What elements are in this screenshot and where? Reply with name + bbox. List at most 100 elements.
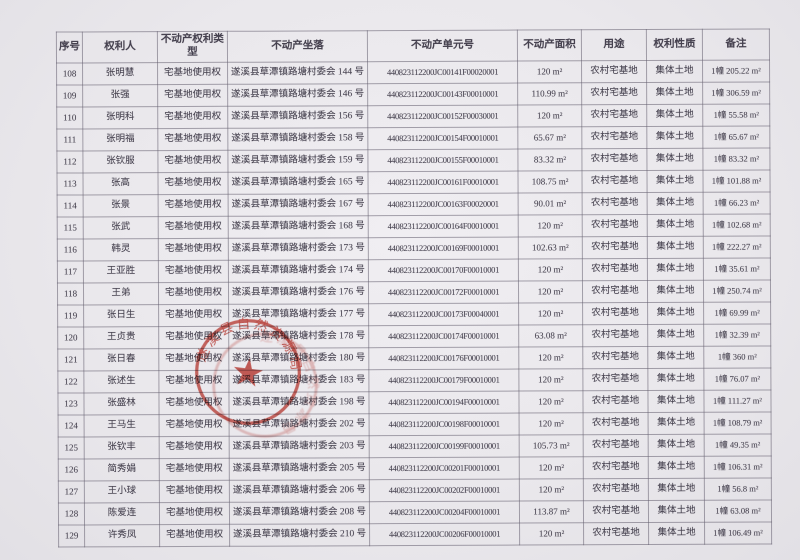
cell-unit_no: 440823112200JC00152F00030001 (367, 105, 518, 128)
cell-right_type: 宅基地使用权 (159, 436, 230, 459)
cell-right_nature: 集体土地 (647, 236, 704, 259)
table-row: 115 张武 宅基地使用权 遂溪县草潭镇路塘村委会 168 号 440823112200… (57, 213, 771, 240)
cell-usage: 农村宅基地 (582, 368, 648, 391)
cell-remark: 1幢 35.61 m² (703, 257, 771, 281)
cell-remark: 1幢 222.27 m² (703, 235, 771, 259)
cell-area: 120 m² (518, 258, 583, 282)
cell-right_type: 宅基地使用权 (159, 524, 230, 547)
cell-location: 遂溪县草潭镇路塘村委会 177 号 (228, 303, 369, 327)
cell-area: 105.73 m² (519, 434, 584, 458)
cell-area: 110.99 m² (517, 82, 582, 106)
cell-location: 遂溪县草潭镇路塘村委会 208 号 (229, 501, 370, 525)
cell-right_nature: 集体土地 (648, 478, 705, 501)
cell-unit_no: 440823112200JC00201F00010001 (369, 457, 520, 480)
cell-remark: 1幢 101.88 m² (702, 169, 771, 193)
cell-remark: 1幢 106.49 m² (704, 521, 772, 545)
column-header-holder: 权利人 (82, 31, 158, 63)
cell-holder: 王弟 (83, 282, 159, 305)
cell-right_type: 宅基地使用权 (157, 84, 228, 107)
table-body: 108 张明慧 宅基地使用权 遂溪县草潭镇路塘村委会 144 号 44082311220… (56, 59, 772, 548)
column-header-usage: 用途 (581, 29, 647, 61)
cell-holder: 陈爱连 (84, 502, 160, 525)
cell-location: 遂溪县草潭镇路塘村委会 156 号 (227, 105, 368, 129)
cell-area: 102.63 m² (518, 236, 583, 260)
cell-area: 108.75 m² (517, 170, 583, 194)
column-header-remark: 备注 (702, 28, 770, 61)
cell-area: 120 m² (518, 214, 583, 238)
cell-right_nature: 集体土地 (646, 126, 703, 149)
table-row: 110 张明科 宅基地使用权 遂溪县草潭镇路塘村委会 156 号 44082311220… (56, 103, 770, 130)
cell-right_nature: 集体土地 (647, 324, 704, 347)
cell-index: 126 (58, 458, 85, 482)
cell-unit_no: 440823112200JC00169F00010001 (368, 237, 519, 260)
cell-usage: 农村宅基地 (581, 170, 648, 193)
cell-usage: 农村宅基地 (582, 258, 648, 281)
cell-unit_no: 440823112200JC00204F00010001 (369, 501, 520, 524)
cell-remark: 1幢 76.07 m² (703, 367, 771, 391)
cell-right_nature: 集体土地 (648, 500, 705, 523)
cell-usage: 农村宅基地 (582, 192, 648, 215)
cell-right_nature: 集体土地 (647, 346, 704, 369)
cell-remark: 1幢 65.67 m² (702, 125, 770, 149)
cell-location: 遂溪县草潭镇路塘村委会 165 号 (227, 171, 369, 195)
cell-unit_no: 440823112200JC00206F00010001 (369, 523, 520, 546)
cell-index: 128 (58, 502, 85, 526)
cell-usage: 农村宅基地 (583, 412, 649, 435)
cell-location: 遂溪县草潭镇路塘村委会 174 号 (228, 259, 369, 283)
cell-index: 119 (57, 304, 84, 328)
cell-right_type: 宅基地使用权 (157, 128, 228, 151)
cell-holder: 王贞贵 (83, 326, 159, 349)
cell-usage: 农村宅基地 (581, 82, 647, 105)
cell-location: 遂溪县草潭镇路塘村委会 173 号 (228, 237, 369, 261)
column-header-index: 序号 (56, 31, 83, 64)
cell-usage: 农村宅基地 (582, 236, 648, 259)
cell-index: 121 (57, 348, 84, 372)
cell-remark: 1幢 108.79 m² (704, 411, 772, 435)
cell-unit_no: 440823112200JC00176F00010001 (368, 347, 519, 370)
table-row: 117 王亚胜 宅基地使用权 遂溪县草潭镇路塘村委会 174 号 44082311220… (57, 257, 771, 284)
cell-remark: 1幢 83.32 m² (702, 147, 770, 171)
cell-holder: 简秀娟 (84, 458, 160, 481)
cell-remark: 1幢 111.27 m² (703, 389, 772, 413)
cell-index: 122 (57, 370, 84, 394)
table-row: 119 张日生 宅基地使用权 遂溪县草潭镇路塘村委会 177 号 44082311220… (57, 301, 771, 328)
cell-area: 120 m² (518, 280, 583, 304)
cell-index: 120 (57, 326, 84, 350)
cell-index: 117 (57, 260, 84, 284)
cell-right_nature: 集体土地 (647, 302, 704, 325)
cell-unit_no: 440823112200JC00199F00010001 (369, 435, 520, 458)
table-row: 128 陈爱连 宅基地使用权 遂溪县草潭镇路塘村委会 208 号 44082311220… (58, 499, 772, 526)
cell-right_type: 宅基地使用权 (158, 370, 229, 393)
property-rights-table: 序号 权利人 不动产权利类型 不动产坐落 不动产单元号 不动产面积 用途 权利性… (56, 28, 772, 548)
cell-holder: 张述生 (83, 370, 159, 393)
cell-right_nature: 集体土地 (647, 192, 704, 215)
cell-usage: 农村宅基地 (583, 434, 649, 457)
cell-area: 120 m² (517, 60, 582, 84)
cell-unit_no: 440823112200JC00174F00010001 (368, 325, 519, 348)
cell-remark: 1幢 205.22 m² (702, 59, 770, 83)
cell-location: 遂溪县草潭镇路塘村委会 158 号 (227, 127, 368, 151)
cell-unit_no: 440823112200JC00143F00010001 (367, 83, 518, 106)
cell-area: 120 m² (518, 346, 583, 370)
cell-right_nature: 集体土地 (646, 170, 704, 193)
table-row: 108 张明慧 宅基地使用权 遂溪县草潭镇路塘村委会 144 号 44082311220… (56, 59, 770, 86)
cell-location: 遂溪县草潭镇路塘村委会 198 号 (228, 391, 370, 415)
table-row: 125 张钦丰 宅基地使用权 遂溪县草潭镇路塘村委会 203 号 44082311220… (58, 433, 772, 460)
cell-unit_no: 440823112200JC00198F00010001 (369, 413, 520, 436)
cell-remark: 1幢 55.58 m² (702, 103, 770, 127)
cell-unit_no: 440823112200JC00172F00010001 (368, 281, 519, 304)
cell-location: 遂溪县草潭镇路塘村委会 206 号 (229, 479, 370, 503)
cell-usage: 农村宅基地 (582, 280, 648, 303)
column-header-location: 不动产坐落 (227, 30, 368, 63)
table-row: 122 张述生 宅基地使用权 遂溪县草潭镇路塘村委会 183 号 44082311220… (57, 367, 771, 394)
cell-index: 109 (56, 84, 83, 108)
cell-location: 遂溪县草潭镇路塘村委会 180 号 (228, 347, 369, 371)
table-row: 124 王马生 宅基地使用权 遂溪县草潭镇路塘村委会 202 号 44082311220… (58, 411, 772, 438)
cell-right_type: 宅基地使用权 (159, 414, 230, 437)
cell-location: 遂溪县草潭镇路塘村委会 146 号 (227, 83, 368, 107)
cell-right_nature: 集体土地 (647, 368, 704, 391)
cell-remark: 1幢 32.39 m² (703, 323, 771, 347)
cell-index: 108 (56, 62, 83, 86)
cell-unit_no: 440823112200JC00194F00010001 (368, 391, 520, 414)
